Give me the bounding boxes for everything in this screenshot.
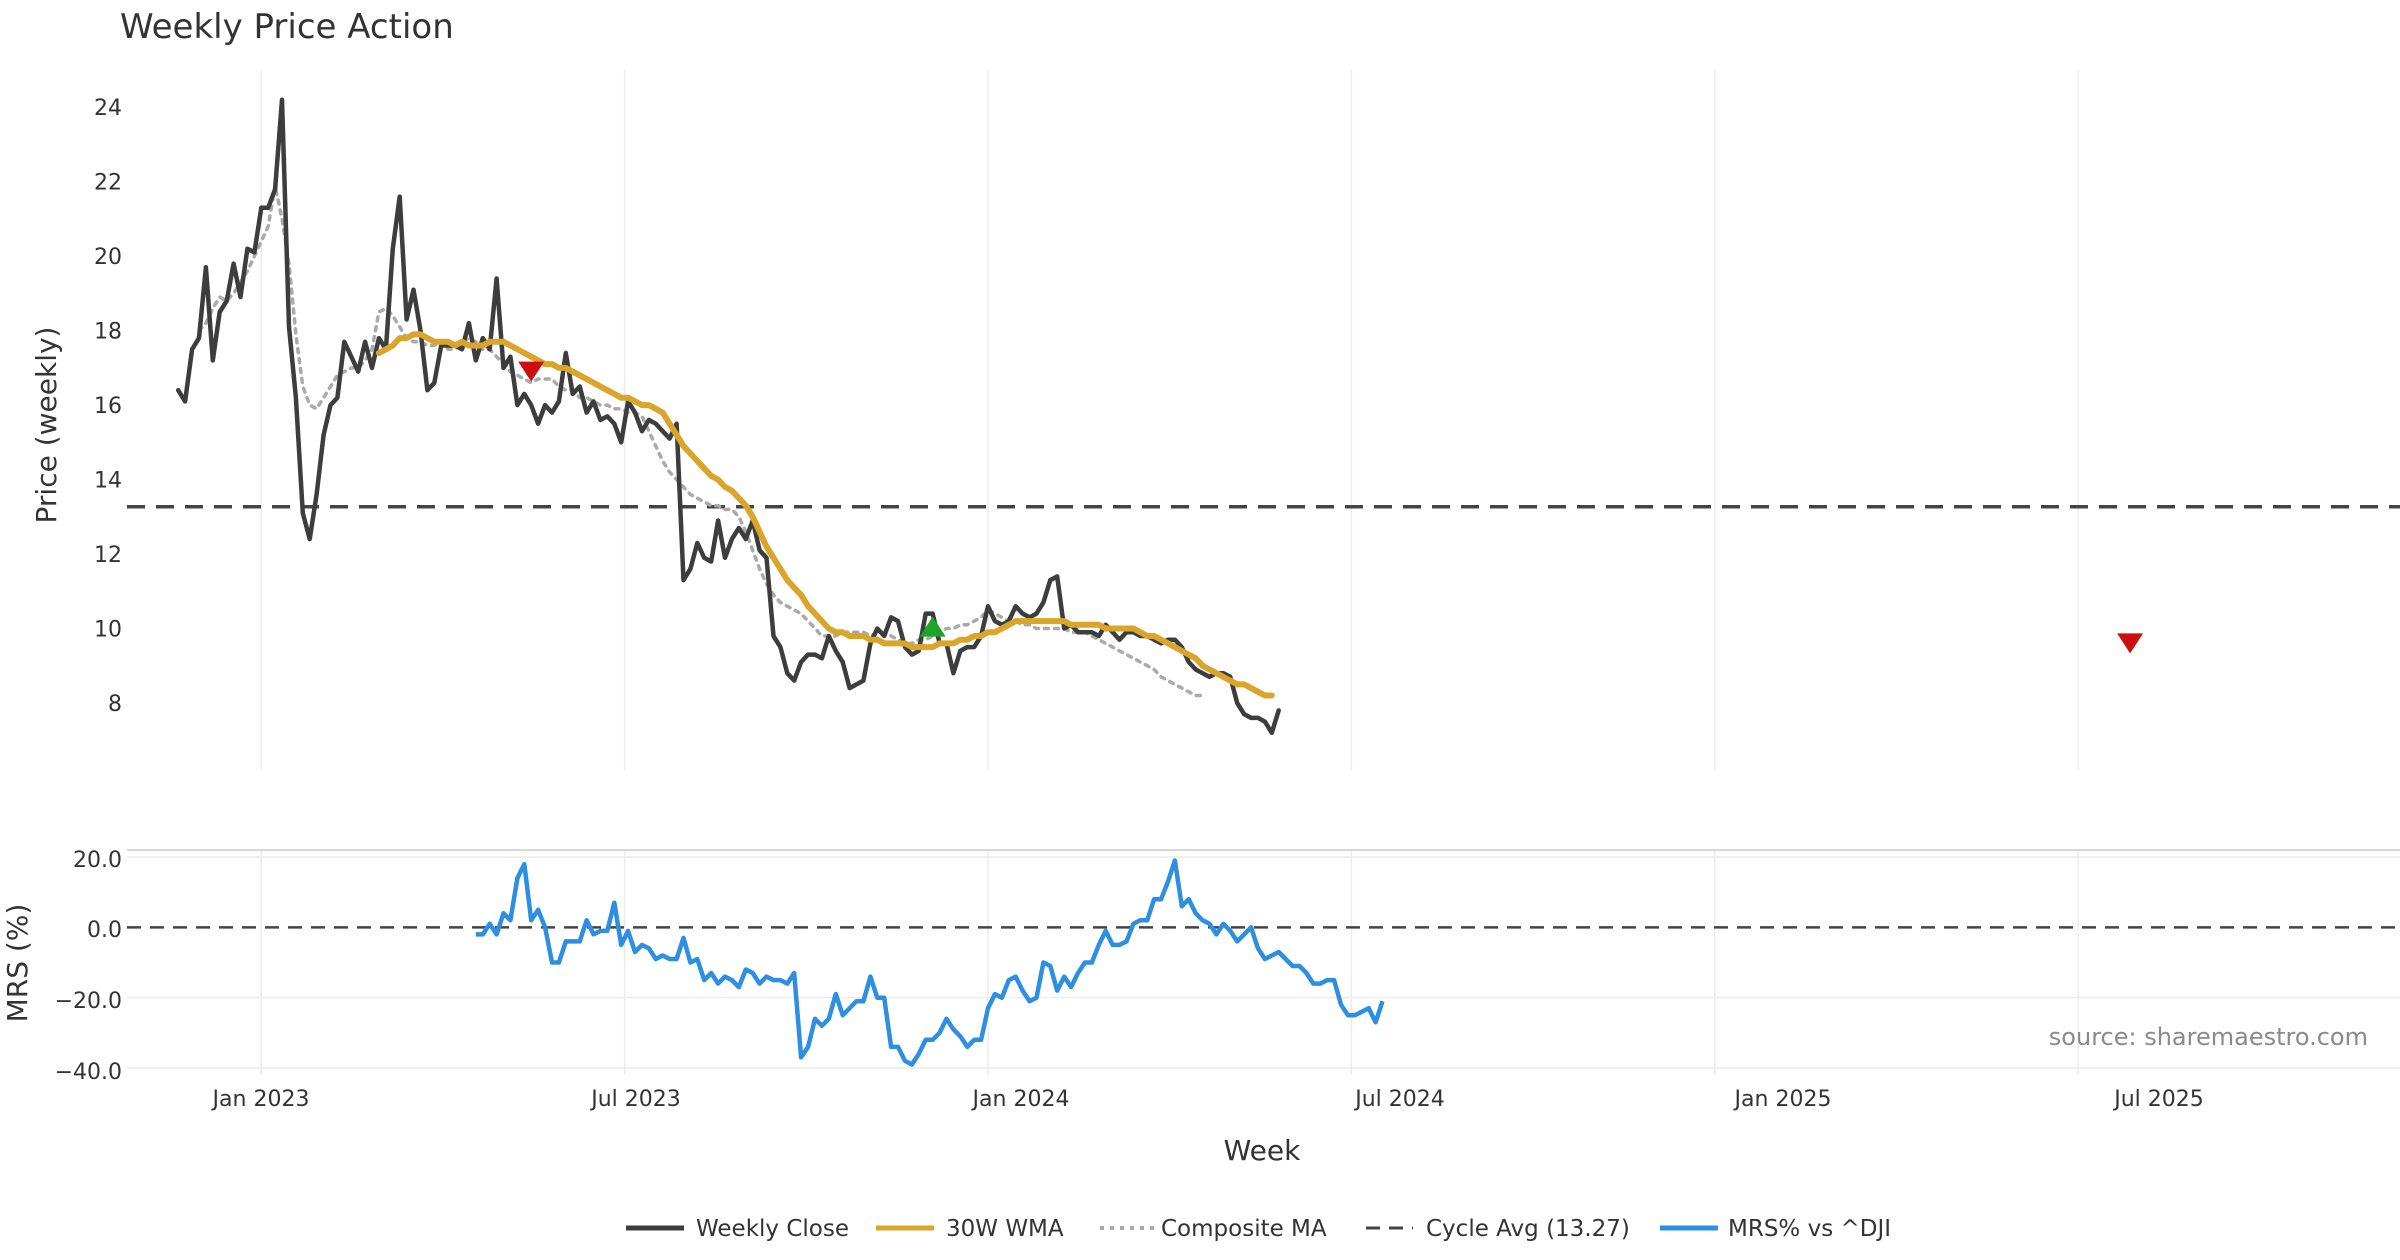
signal-markers bbox=[518, 361, 2144, 654]
top-y-tick: 16 bbox=[94, 394, 122, 419]
top-panel-grid bbox=[260, 70, 2079, 770]
legend-label: Weekly Close bbox=[696, 1216, 849, 1242]
legend-item-weekly-close: Weekly Close bbox=[626, 1216, 849, 1242]
legend-item-cycle-avg: Cycle Avg (13.27) bbox=[1366, 1216, 1630, 1242]
bottom-y-tick: 20.0 bbox=[73, 848, 122, 873]
mrs-line bbox=[475, 858, 1385, 1067]
sell-signal-marker bbox=[518, 361, 545, 382]
top-y-tick: 12 bbox=[94, 543, 122, 568]
legend-item-mrs: MRS% vs ^DJI bbox=[1660, 1216, 1891, 1242]
composite-ma-line bbox=[197, 183, 1205, 698]
x-tick-label: Jul 2023 bbox=[589, 1087, 681, 1112]
top-panel-series bbox=[127, 97, 2400, 736]
top-y-tick: 20 bbox=[94, 245, 122, 270]
legend-label: Cycle Avg (13.27) bbox=[1426, 1216, 1630, 1242]
top-y-tick: 10 bbox=[94, 618, 122, 643]
legend-label: Composite MA bbox=[1161, 1216, 1327, 1242]
bottom-y-axis-label: MRS (%) bbox=[1, 904, 34, 1023]
bottom-y-tick: 0.0 bbox=[87, 918, 122, 943]
x-ticks: Jan 2023 Jul 2023 Jan 2024 Jul 2024 Jan … bbox=[211, 1087, 2204, 1112]
top-y-tick: 14 bbox=[94, 469, 122, 494]
weekly-close-line bbox=[175, 97, 1281, 736]
bottom-y-ticks: 20.0 0.0 −20.0 −40.0 bbox=[55, 848, 122, 1085]
x-tick-label: Jul 2024 bbox=[1353, 1087, 1445, 1112]
x-axis-label: Week bbox=[1224, 1134, 1301, 1167]
bottom-y-tick: −20.0 bbox=[55, 989, 122, 1014]
x-tick-label: Jan 2024 bbox=[971, 1087, 1070, 1112]
top-y-tick: 22 bbox=[94, 171, 122, 196]
top-y-axis-label: Price (weekly) bbox=[30, 327, 63, 524]
chart-title: Weekly Price Action bbox=[120, 7, 454, 47]
sell-signal-marker bbox=[2117, 633, 2144, 654]
wma-30w-line bbox=[375, 331, 1275, 699]
x-tick-label: Jan 2023 bbox=[211, 1087, 310, 1112]
x-tick-label: Jul 2025 bbox=[2112, 1087, 2204, 1112]
top-y-tick: 24 bbox=[94, 96, 122, 121]
top-y-tick: 18 bbox=[94, 320, 122, 345]
legend-item-30w-wma: 30W WMA bbox=[876, 1216, 1064, 1242]
legend-label: MRS% vs ^DJI bbox=[1728, 1216, 1891, 1242]
x-tick-label: Jan 2025 bbox=[1733, 1087, 1832, 1112]
buy-signal-marker bbox=[919, 616, 946, 637]
bottom-y-tick: −40.0 bbox=[55, 1060, 122, 1085]
source-note: source: sharemaestro.com bbox=[2049, 1023, 2368, 1051]
bottom-panel-series bbox=[127, 858, 2400, 1067]
legend-item-composite-ma: Composite MA bbox=[1100, 1216, 1327, 1242]
legend-label: 30W WMA bbox=[946, 1216, 1064, 1242]
bottom-panel-grid bbox=[127, 849, 2400, 1075]
top-y-ticks: 8 10 12 14 16 18 20 22 24 bbox=[94, 96, 122, 717]
top-y-tick: 8 bbox=[108, 692, 122, 717]
legend: Weekly Close 30W WMA Composite MA Cycle … bbox=[626, 1216, 1891, 1242]
